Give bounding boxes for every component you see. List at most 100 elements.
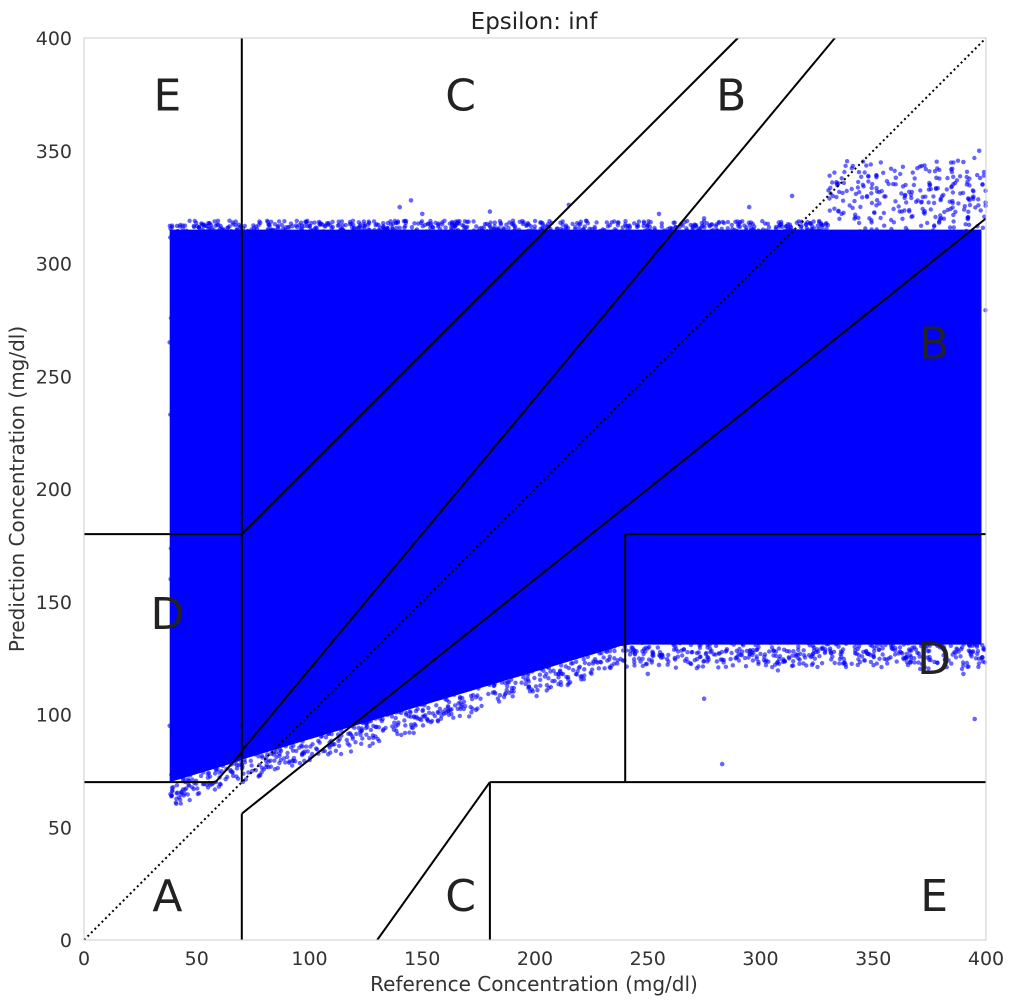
- data-point: [276, 219, 282, 224]
- data-point: [936, 220, 942, 225]
- data-point: [506, 402, 512, 407]
- data-point: [668, 273, 674, 278]
- data-point: [776, 646, 782, 651]
- data-point: [307, 586, 312, 592]
- data-point: [513, 669, 518, 674]
- data-point: [195, 791, 200, 797]
- data-point: [289, 745, 294, 750]
- data-point: [677, 514, 683, 519]
- data-point: [564, 674, 569, 680]
- data-point: [843, 163, 848, 168]
- data-point: [412, 603, 417, 608]
- data-point: [176, 306, 181, 311]
- data-point: [677, 641, 683, 646]
- data-point: [242, 729, 247, 735]
- data-point: [554, 230, 560, 235]
- data-point: [506, 680, 511, 685]
- data-point: [860, 195, 865, 200]
- data-point: [701, 240, 707, 245]
- data-point: [268, 758, 273, 763]
- data-point: [827, 173, 832, 178]
- data-point: [191, 663, 196, 669]
- data-point: [171, 689, 177, 695]
- data-point: [605, 658, 610, 663]
- data-point: [330, 219, 335, 224]
- data-point: [630, 645, 635, 651]
- data-point: [531, 230, 536, 236]
- data-point: [894, 659, 899, 664]
- data-point: [371, 735, 376, 740]
- data-point: [381, 221, 386, 226]
- data-point: [435, 719, 441, 724]
- data-point: [881, 345, 887, 350]
- data-point: [479, 682, 484, 688]
- data-point: [218, 782, 223, 787]
- data-point: [348, 230, 353, 236]
- zone-line-c-upper-diag: [241, 37, 739, 535]
- data-point: [381, 702, 386, 707]
- x-tick-label: 350: [855, 948, 891, 970]
- data-point: [168, 546, 174, 551]
- data-point: [199, 227, 205, 232]
- data-point: [640, 485, 645, 490]
- data-point: [407, 730, 412, 735]
- data-point: [713, 598, 718, 604]
- data-point: [708, 477, 713, 482]
- data-point: [212, 219, 217, 224]
- data-point: [799, 232, 804, 237]
- data-point: [844, 159, 850, 164]
- data-point: [980, 225, 986, 230]
- data-point: [810, 224, 815, 229]
- data-point: [754, 234, 760, 239]
- data-point: [354, 715, 359, 720]
- data-point: [855, 419, 861, 424]
- data-point: [348, 537, 353, 543]
- data-point: [276, 226, 281, 232]
- data-point: [370, 741, 375, 746]
- data-point: [444, 306, 450, 312]
- data-point: [701, 216, 707, 221]
- zone-label-e: E: [920, 871, 948, 922]
- data-point: [966, 209, 971, 214]
- data-point: [391, 551, 397, 556]
- data-point: [391, 706, 396, 712]
- data-point: [903, 655, 908, 661]
- data-point: [955, 158, 961, 163]
- data-point: [866, 179, 871, 184]
- data-point: [943, 254, 948, 259]
- data-point: [902, 193, 907, 198]
- data-point: [884, 179, 890, 184]
- data-point: [559, 671, 564, 677]
- data-point: [845, 631, 851, 636]
- data-point: [361, 230, 367, 235]
- data-point: [874, 661, 879, 666]
- data-point: [345, 685, 350, 691]
- data-point: [332, 742, 337, 747]
- zone-labels: A B B C C D D E E: [150, 70, 951, 922]
- data-point: [534, 693, 539, 699]
- data-point: [323, 735, 329, 740]
- data-point: [403, 723, 408, 728]
- data-point: [319, 460, 325, 466]
- data-point: [627, 223, 632, 228]
- data-point: [207, 231, 212, 236]
- data-point: [972, 155, 977, 161]
- data-point: [951, 225, 956, 230]
- data-point: [459, 230, 464, 235]
- data-point: [627, 652, 633, 657]
- data-point: [905, 662, 911, 668]
- data-point: [275, 765, 280, 771]
- data-point: [890, 646, 896, 652]
- data-point: [191, 769, 196, 774]
- data-point: [607, 561, 612, 566]
- data-point: [191, 786, 196, 792]
- data-point: [505, 684, 510, 689]
- data-point: [225, 774, 230, 780]
- data-point: [371, 232, 377, 237]
- data-point: [175, 228, 180, 234]
- data-point: [234, 259, 240, 264]
- data-point: [644, 661, 649, 667]
- data-point: [853, 315, 859, 320]
- data-point: [168, 226, 173, 231]
- data-point: [976, 661, 982, 666]
